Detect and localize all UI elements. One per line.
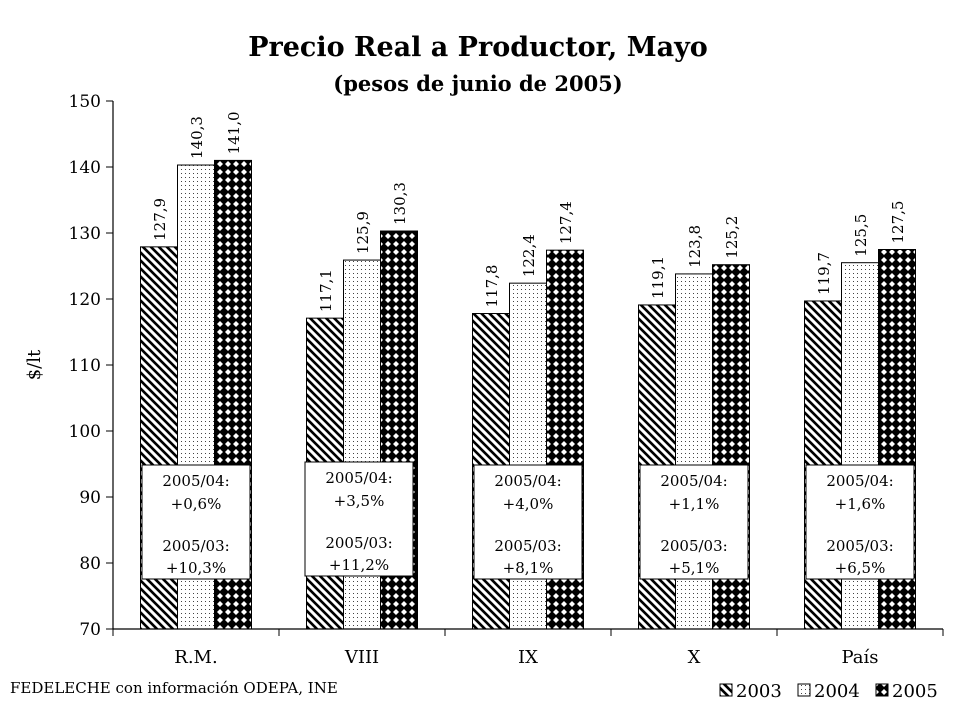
axes (112, 101, 943, 630)
chart-subtitle: (pesos de junio de 2005) (333, 71, 622, 96)
annotation-boxes: 2005/04: +0,6% 2005/03: +10,3% 2005/04: +3,5%… (141, 461, 915, 580)
y-axis: 70 80 90 100 110 120 130 140 150 (69, 92, 113, 640)
legend-swatch-2003 (719, 683, 733, 697)
y-tick-label: 80 (79, 554, 101, 574)
annotation-text: 2005/03: (162, 537, 229, 555)
annotation-text: +0,6% (171, 495, 222, 513)
annotation-text: 2005/04: (162, 472, 229, 490)
x-axis: R.M. VIII IX X País (112, 629, 944, 668)
annotation-text: +1,6% (835, 495, 886, 513)
x-tick-label: País (841, 647, 878, 668)
annotation-text: 2005/04: (660, 472, 727, 490)
y-tick-label: 150 (69, 92, 101, 112)
legend-label: 2005 (892, 681, 938, 702)
annotation-text: 2005/04: (325, 469, 392, 487)
y-tick-label: 70 (79, 620, 101, 640)
value-label: 125,5 (852, 214, 870, 257)
y-tick-label: 90 (79, 488, 101, 508)
y-tick-label: 140 (69, 158, 101, 178)
value-label: 141,0 (225, 111, 243, 154)
y-tick-label: 130 (69, 224, 101, 244)
annotation-text: 2005/04: (494, 472, 561, 490)
value-label: 119,7 (815, 252, 833, 295)
annotation-text: +3,5% (334, 492, 385, 510)
annotation-text: 2005/03: (826, 537, 893, 555)
annotation-box (805, 464, 915, 580)
annotation-box (141, 464, 251, 580)
value-label: 123,8 (686, 225, 704, 268)
value-label: 125,9 (354, 211, 372, 254)
value-label: 140,3 (188, 116, 206, 159)
annotation-text: 2005/03: (660, 537, 727, 555)
x-tick-label: X (688, 647, 701, 668)
value-label: 119,1 (649, 256, 667, 299)
annotation-box (639, 464, 749, 580)
annotation-text: +5,1% (669, 559, 720, 577)
value-label: 127,9 (151, 198, 169, 241)
value-label: 125,2 (723, 216, 741, 259)
annotation-box (304, 461, 414, 577)
annotation-text: +4,0% (503, 495, 554, 513)
annotation-text: +1,1% (669, 495, 720, 513)
legend-label: 2004 (814, 681, 860, 702)
value-label: 127,5 (889, 201, 907, 244)
value-label: 122,4 (520, 234, 538, 277)
y-tick-label: 110 (69, 356, 101, 376)
annotation-text: +8,1% (503, 559, 554, 577)
value-labels: 127,9 140,3 141,0 117,1 125,9 130,3 117,8 122,4… (151, 111, 907, 312)
value-label: 130,3 (391, 182, 409, 225)
legend: 2003 2004 2005 (719, 681, 938, 702)
x-tick-label: VIII (344, 647, 379, 668)
legend-label: 2003 (736, 681, 782, 702)
y-tick-label: 100 (69, 422, 101, 442)
annotation-text: 2005/03: (325, 534, 392, 552)
annotation-text: 2005/03: (494, 537, 561, 555)
annotation-text: 2005/04: (826, 472, 893, 490)
annotation-text: +6,5% (835, 559, 886, 577)
value-label: 117,8 (483, 265, 501, 308)
annotation-box (473, 464, 583, 580)
x-tick-label: IX (518, 647, 538, 668)
annotation-text: +11,2% (329, 556, 389, 574)
y-tick-label: 120 (69, 290, 101, 310)
legend-swatch-2004 (797, 683, 811, 697)
value-label: 127,4 (557, 201, 575, 244)
chart-title: Precio Real a Productor, Mayo (248, 32, 708, 63)
annotation-text: +10,3% (166, 559, 226, 577)
y-axis-label: $/lt (24, 349, 45, 380)
x-tick-label: R.M. (174, 647, 217, 668)
legend-swatch-2005 (875, 683, 889, 697)
source-note: FEDELECHE con información ODEPA, INE (10, 679, 338, 697)
value-label: 117,1 (317, 269, 335, 312)
